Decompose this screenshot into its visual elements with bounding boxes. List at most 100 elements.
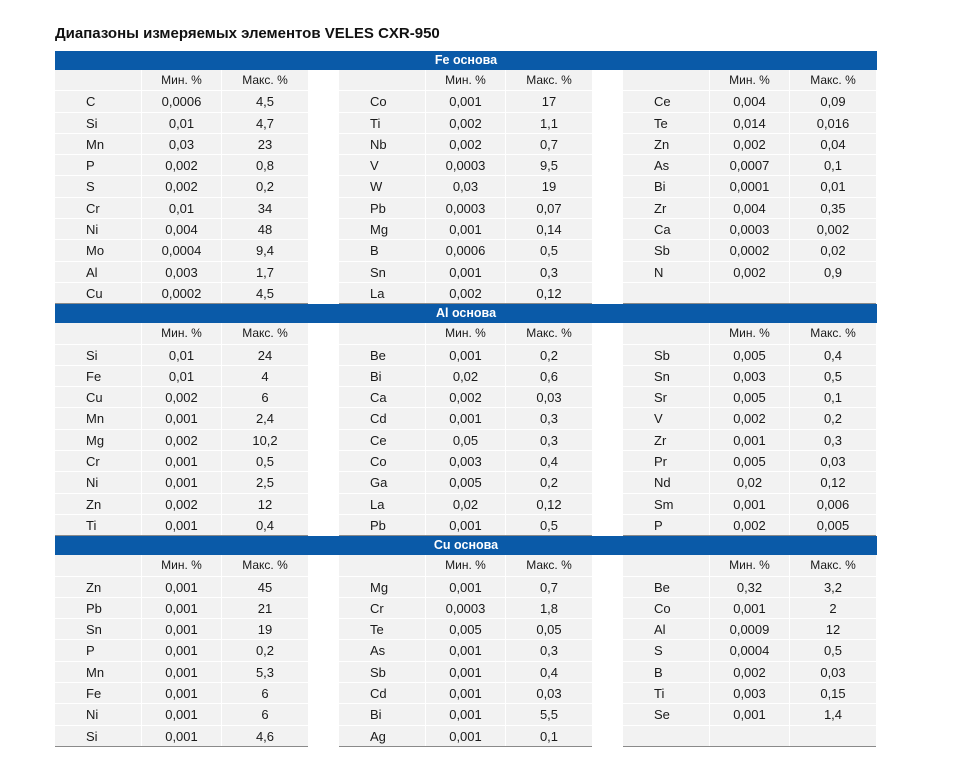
min-value-cell: 0,001 — [426, 514, 506, 536]
max-value-cell: 5,5 — [506, 704, 592, 725]
min-value-cell: 0,001 — [142, 683, 222, 704]
max-value-cell: 24 — [222, 344, 308, 365]
element-cell — [623, 725, 710, 746]
min-value-cell: 0,002 — [710, 133, 790, 155]
min-value-cell: 0,004 — [710, 91, 790, 112]
max-value-cell: 0,2 — [506, 344, 592, 365]
max-value-cell: 0,07 — [506, 197, 592, 219]
max-header: Макс. % — [790, 323, 876, 344]
max-header: Макс. % — [790, 555, 876, 576]
min-value-cell: 0,003 — [142, 261, 222, 282]
element-cell: Ca — [623, 219, 710, 240]
min-value-cell: 0,001 — [710, 429, 790, 451]
min-value-cell: 0,001 — [142, 619, 222, 640]
min-header: Мин. % — [426, 70, 506, 91]
min-value-cell: 0,001 — [142, 408, 222, 429]
min-value-cell: 0,0003 — [426, 197, 506, 219]
element-cell: Sm — [623, 493, 710, 514]
element-group: Мин. % Макс. % Ce 0,004 0,09 Te 0,014 0,016 Zn 0,… — [623, 70, 876, 305]
element-cell: Cu — [55, 387, 142, 408]
element-cell: N — [623, 261, 710, 282]
min-value-cell: 0,001 — [142, 597, 222, 619]
table-row: Zn 0,001 45 — [55, 576, 308, 598]
column-header-row: Мин. % Макс. % — [55, 323, 308, 345]
table-row: Ti 0,001 0,4 — [55, 514, 308, 537]
table-row: As 0,0007 0,1 — [623, 155, 876, 177]
min-value-cell: 0,003 — [710, 365, 790, 387]
element-cell: Te — [339, 619, 426, 640]
max-value-cell — [790, 725, 876, 746]
section-header: Al основа — [55, 304, 877, 324]
min-value-cell: 0,005 — [710, 344, 790, 365]
min-value-cell: 0,002 — [426, 282, 506, 304]
max-value-cell: 0,4 — [790, 344, 876, 365]
max-value-cell: 0,9 — [790, 261, 876, 282]
table-row: W 0,03 19 — [339, 176, 592, 198]
ranges-table: Fe основа Мин. % Макс. % C 0,0006 4,5 Si 0,01 4,… — [55, 51, 877, 747]
max-value-cell: 0,03 — [506, 683, 592, 704]
element-cell: Cr — [339, 597, 426, 619]
min-value-cell: 0,32 — [710, 576, 790, 597]
element-cell: Bi — [339, 365, 426, 387]
element-cell: La — [339, 493, 426, 514]
table-row: Mn 0,001 2,4 — [55, 408, 308, 430]
min-value-cell: 0,03 — [426, 176, 506, 197]
element-group: Мин. % Макс. % Sb 0,005 0,4 Sn 0,003 0,5 Sr 0,005… — [623, 323, 876, 537]
min-value-cell: 0,001 — [426, 704, 506, 725]
element-cell: Be — [339, 344, 426, 365]
table-row: Sr 0,005 0,1 — [623, 387, 876, 409]
element-group: Мин. % Макс. % Mg 0,001 0,7 Cr 0,0003 1,8 Te 0,00… — [339, 555, 592, 747]
min-value-cell: 0,0002 — [142, 282, 222, 304]
max-value-cell: 1,4 — [790, 704, 876, 725]
max-value-cell: 0,04 — [790, 133, 876, 155]
min-value-cell: 0,001 — [142, 472, 222, 493]
max-value-cell: 1,7 — [222, 261, 308, 282]
table-row: Si 0,01 4,7 — [55, 112, 308, 134]
table-row: Ni 0,001 6 — [55, 704, 308, 726]
section-grid: Мин. % Макс. % Si 0,01 24 Fe 0,01 4 Cu 0,002 6 Mn 0,… — [55, 323, 877, 537]
max-value-cell: 0,12 — [506, 282, 592, 304]
column-gap — [308, 555, 339, 747]
section-header: Cu основа — [55, 536, 877, 556]
element-group: Мин. % Макс. % C 0,0006 4,5 Si 0,01 4,7 Mn 0,03 23… — [55, 70, 308, 305]
table-row: Ga 0,005 0,2 — [339, 472, 592, 494]
column-header-row: Мин. % Макс. % — [623, 323, 876, 345]
min-header: Мин. % — [142, 70, 222, 91]
column-gap — [592, 555, 623, 747]
min-value-cell: 0,01 — [142, 197, 222, 219]
element-cell: Cr — [55, 451, 142, 472]
table-row: V 0,002 0,2 — [623, 408, 876, 430]
table-row: Zr 0,004 0,35 — [623, 197, 876, 220]
max-value-cell: 48 — [222, 219, 308, 240]
element-cell: Sn — [55, 619, 142, 640]
max-value-cell: 0,5 — [790, 365, 876, 387]
table-row: S 0,002 0,2 — [55, 176, 308, 198]
element-cell: Ti — [339, 112, 426, 133]
max-value-cell: 0,2 — [222, 176, 308, 197]
min-value-cell: 0,004 — [142, 219, 222, 240]
section-grid: Мин. % Макс. % Zn 0,001 45 Pb 0,001 21 Sn 0,001 19… — [55, 555, 877, 747]
min-value-cell: 0,002 — [142, 176, 222, 197]
element-cell: Mn — [55, 408, 142, 429]
max-value-cell — [790, 282, 876, 304]
max-value-cell: 6 — [222, 387, 308, 408]
page-title: Диапазоны измеряемых элементов VELES CXR… — [55, 25, 440, 42]
element-cell: Fe — [55, 365, 142, 387]
max-value-cell: 19 — [506, 176, 592, 197]
min-value-cell: 0,01 — [142, 365, 222, 387]
min-value-cell: 0,05 — [426, 429, 506, 451]
min-value-cell: 0,005 — [710, 451, 790, 472]
min-value-cell: 0,014 — [710, 112, 790, 133]
table-row: Cu 0,002 6 — [55, 387, 308, 409]
table-row: P 0,001 0,2 — [55, 640, 308, 662]
element-cell: Mn — [55, 661, 142, 683]
min-value-cell: 0,001 — [142, 451, 222, 472]
element-header-cell — [339, 70, 426, 91]
column-gap — [308, 323, 339, 536]
max-value-cell: 9,5 — [506, 155, 592, 176]
table-row: Sb 0,005 0,4 — [623, 344, 876, 366]
min-value-cell: 0,01 — [142, 112, 222, 133]
max-value-cell: 4,5 — [222, 282, 308, 304]
max-value-cell: 0,1 — [790, 155, 876, 176]
max-value-cell: 4,5 — [222, 91, 308, 112]
